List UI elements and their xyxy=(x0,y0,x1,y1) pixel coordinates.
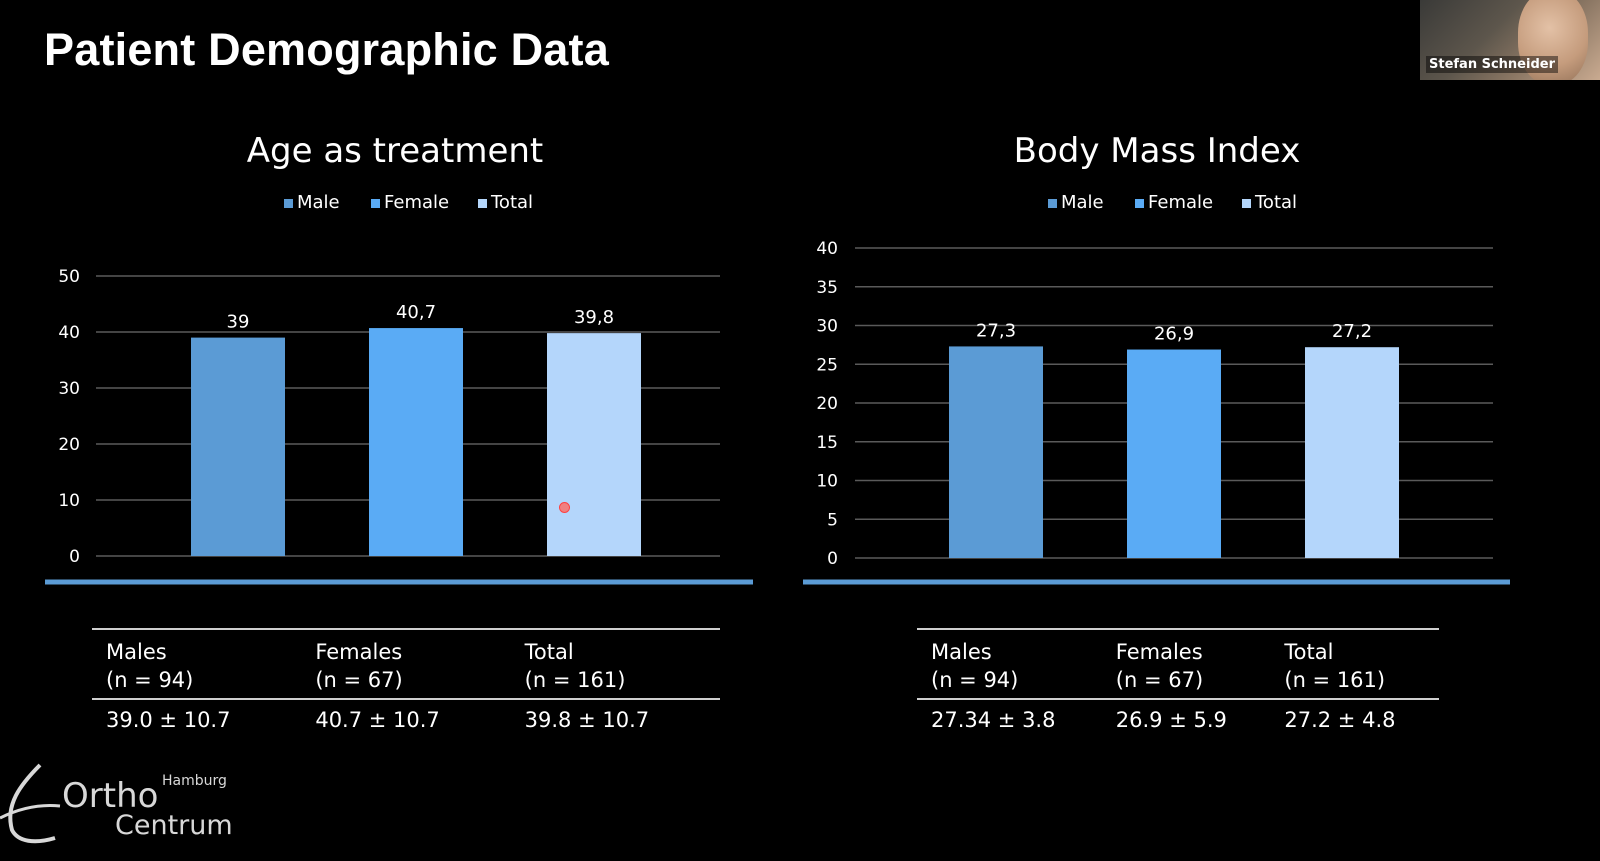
header-females: Females (n = 67) xyxy=(301,629,510,699)
bmi-chart: Body Mass Index Male Female Total 0 5 10 15 20 25… xyxy=(803,131,1510,585)
header-males: Males (n = 94) xyxy=(92,629,301,699)
table-header-row: Males (n = 94) Females (n = 67) Total (n… xyxy=(92,629,720,699)
bmi-stats-table: Males (n = 94) Females (n = 67) Total (n… xyxy=(917,628,1439,740)
table-row: 27.34 ± 3.8 26.9 ± 5.9 27.2 ± 4.8 xyxy=(917,699,1439,740)
header-n: (n = 94) xyxy=(931,668,1019,692)
header-total: Total (n = 161) xyxy=(1270,629,1439,699)
age-legend-label-male: Male xyxy=(297,192,340,213)
age-chart-svg: Age as treatment Male Female Total 0 10 20 30 40… xyxy=(45,131,753,585)
age-stats-table: Males (n = 94) Females (n = 67) Total (n… xyxy=(92,628,720,740)
age-legend-label-total: Total xyxy=(490,192,533,213)
age-legend-swatch-male xyxy=(284,199,293,208)
bmi-data-label-male: 27,3 xyxy=(976,320,1016,341)
bmi-ytick-35: 35 xyxy=(816,278,838,298)
bmi-ytick-10: 10 xyxy=(816,472,838,492)
age-ytick-20: 20 xyxy=(58,435,80,455)
bmi-legend-total: Total xyxy=(1242,192,1297,213)
bmi-chart-title: Body Mass Index xyxy=(1014,131,1301,171)
header-label: Males xyxy=(106,640,167,664)
age-ytick-30: 30 xyxy=(58,379,80,399)
bmi-legend-male: Male xyxy=(1048,192,1104,213)
age-legend-label-female: Female xyxy=(384,192,449,213)
bmi-data-label-female: 26,9 xyxy=(1154,324,1194,345)
header-n: (n = 67) xyxy=(315,668,403,692)
age-bar-male xyxy=(191,337,285,556)
value-males: 27.34 ± 3.8 xyxy=(931,708,1056,732)
age-data-label-male: 39 xyxy=(227,312,250,333)
bmi-chart-svg: Body Mass Index Male Female Total 0 5 10 15 20 25… xyxy=(803,131,1510,585)
header-label: Females xyxy=(315,640,403,664)
age-chart-title: Age as treatment xyxy=(247,131,544,171)
bmi-ytick-25: 25 xyxy=(816,355,838,375)
slide-title: Patient Demographic Data xyxy=(44,24,609,75)
value-total: 39.8 ± 10.7 xyxy=(524,708,650,732)
age-legend-swatch-female xyxy=(371,199,380,208)
header-label: Males xyxy=(931,640,992,664)
age-ytick-50: 50 xyxy=(58,267,80,287)
value-females: 26.9 ± 5.9 xyxy=(1115,708,1227,732)
age-legend-total: Total xyxy=(478,192,533,213)
value-males: 39.0 ± 10.7 xyxy=(106,708,231,732)
age-ytick-10: 10 xyxy=(58,491,80,511)
logo-ortho: Ortho xyxy=(62,776,159,816)
bmi-bar-male xyxy=(949,346,1043,558)
bmi-legend-label-male: Male xyxy=(1061,192,1104,213)
header-n: (n = 94) xyxy=(106,668,194,692)
age-chart: Age as treatment Male Female Total 0 10 20 30 40… xyxy=(45,131,753,585)
header-total: Total (n = 161) xyxy=(511,629,720,699)
bmi-ytick-5: 5 xyxy=(827,510,838,530)
logo-swoosh-icon xyxy=(0,763,61,844)
logo-city: Hamburg xyxy=(162,773,227,789)
bmi-ytick-40: 40 xyxy=(816,239,838,259)
header-label: Females xyxy=(1115,640,1203,664)
header-label: Total xyxy=(1284,640,1334,664)
bmi-ytick-15: 15 xyxy=(816,433,838,453)
bmi-legend-swatch-total xyxy=(1242,199,1251,208)
bmi-legend-swatch-female xyxy=(1135,199,1144,208)
bmi-ytick-30: 30 xyxy=(816,317,838,337)
header-females: Females (n = 67) xyxy=(1102,629,1271,699)
header-label: Total xyxy=(524,640,574,664)
age-data-label-total: 39,8 xyxy=(574,307,614,328)
bmi-legend-swatch-male xyxy=(1048,199,1057,208)
age-legend-female: Female xyxy=(371,192,449,213)
table-row: 39.0 ± 10.7 40.7 ± 10.7 39.8 ± 10.7 xyxy=(92,699,720,740)
age-legend-swatch-total xyxy=(478,199,487,208)
presenter-video[interactable]: Stefan Schneider xyxy=(1420,0,1600,80)
value-females: 40.7 ± 10.7 xyxy=(315,708,440,732)
presenter-face-image xyxy=(1518,0,1588,80)
age-ytick-40: 40 xyxy=(58,323,80,343)
logo-centrum: Centrum xyxy=(115,810,233,841)
bmi-legend-female: Female xyxy=(1135,192,1213,213)
age-bar-total xyxy=(547,333,641,556)
value-total: 27.2 ± 4.8 xyxy=(1284,708,1396,732)
bmi-ytick-0: 0 xyxy=(827,549,838,569)
bmi-legend-label-total: Total xyxy=(1254,192,1297,213)
age-ytick-0: 0 xyxy=(69,547,80,567)
age-data-label-female: 40,7 xyxy=(396,302,436,323)
presenter-name: Stefan Schneider xyxy=(1426,56,1558,73)
ortho-centrum-logo: Hamburg Ortho Centrum xyxy=(0,760,240,850)
age-bar-female xyxy=(369,328,463,556)
header-n: (n = 67) xyxy=(1115,668,1204,692)
header-n: (n = 161) xyxy=(524,668,626,692)
bmi-data-label-total: 27,2 xyxy=(1332,321,1372,342)
bmi-bar-total xyxy=(1305,347,1399,558)
bmi-legend-label-female: Female xyxy=(1148,192,1213,213)
age-legend-male: Male xyxy=(284,192,340,213)
header-males: Males (n = 94) xyxy=(917,629,1102,699)
table-header-row: Males (n = 94) Females (n = 67) Total (n… xyxy=(917,629,1439,699)
pointer-dot xyxy=(559,502,570,513)
bmi-bar-female xyxy=(1127,349,1221,558)
bmi-ytick-20: 20 xyxy=(816,394,838,414)
header-n: (n = 161) xyxy=(1284,668,1386,692)
